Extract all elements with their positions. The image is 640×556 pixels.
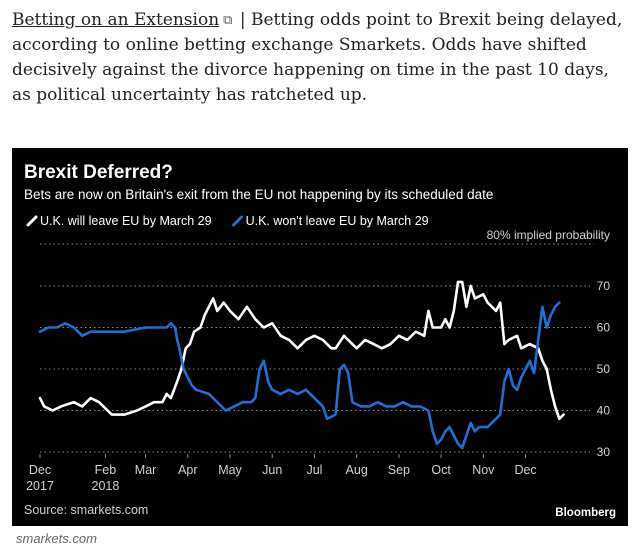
x-tick-label-9: Oct [431,463,451,477]
betting-extension-link[interactable]: Betting on an Extension [12,10,220,30]
y-tick-label-60: 60 [597,321,611,335]
y-tick-label-30: 30 [597,445,611,459]
x-tick-sublabel-1: 2018 [92,479,120,493]
y-tick-label-50: 50 [597,362,611,376]
external-link-icon[interactable]: ⧉ [223,13,233,28]
x-tick-sublabel-0: 2017 [26,479,54,493]
legend-label-1: U.K. will leave EU by March 29 [40,214,212,228]
x-tick-label-0: Dec [29,463,51,477]
chart-panel: Brexit Deferred? Bets are now on Britain'… [12,148,628,526]
x-tick-label-7: Aug [346,463,368,477]
reference-line-label: 80% implied probability [487,228,610,242]
article-body-text: | Betting odds point to Brexit being del… [12,10,623,105]
y-tick-label-70: 70 [597,279,611,293]
x-tick-label-8: Sep [388,463,410,477]
legend-label-2: U.K. won't leave EU by March 29 [246,214,429,228]
bloomberg-logo: Bloomberg [555,507,616,519]
legend-swatch-1 [26,215,38,227]
y-tick-label-40: 40 [597,404,611,418]
chart-subtitle: Bets are now on Britain's exit from the … [24,187,493,202]
brexit-odds-chart: Brexit Deferred? Bets are now on Britain'… [24,162,616,519]
x-tick-label-3: Apr [178,463,197,477]
series-line-2 [38,301,561,450]
x-tick-label-5: Jun [262,463,282,477]
legend-swatch-2 [232,215,244,227]
chart-title: Brexit Deferred? [24,162,173,183]
x-tick-label-6: Jul [306,463,322,477]
x-tick-label-10: Nov [472,463,495,477]
x-tick-label-2: Mar [135,463,157,477]
article-intro: Betting on an Extension ⧉ | Betting odds … [12,8,628,108]
series-line-1 [38,280,565,421]
x-tick-label-11: Dec [514,463,536,477]
x-tick-label-1: Feb [95,463,117,477]
reference-label-backdrop [482,227,614,243]
image-credit: smarkets.com [16,531,97,546]
chart-source: Source: smarkets.com [24,503,148,517]
x-tick-label-4: May [218,463,242,477]
